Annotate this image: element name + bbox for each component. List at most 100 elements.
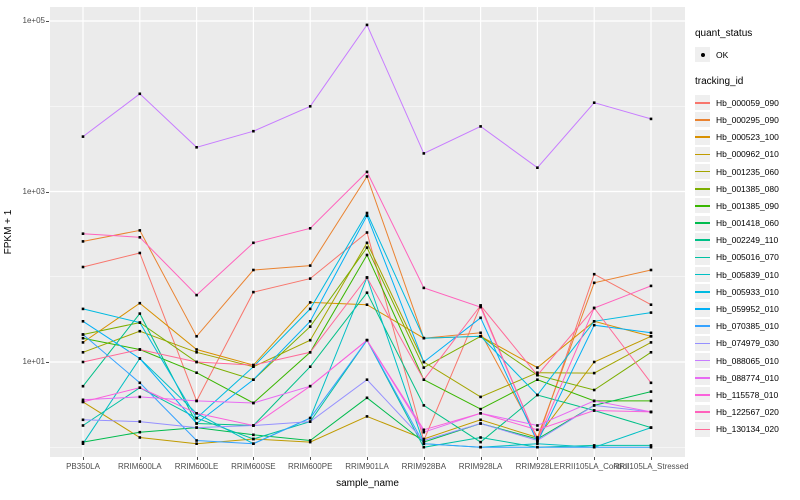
data-point bbox=[365, 175, 369, 178]
data-point bbox=[365, 415, 369, 418]
data-point bbox=[592, 101, 596, 104]
data-point bbox=[195, 416, 198, 420]
data-point bbox=[138, 386, 142, 389]
legend-item-label: Hb_000059_090 bbox=[716, 97, 779, 108]
legend-key-swatch bbox=[695, 301, 710, 317]
data-point bbox=[81, 424, 85, 427]
data-point bbox=[138, 381, 142, 385]
data-point bbox=[365, 231, 369, 234]
legend-key-swatch bbox=[695, 249, 710, 265]
series-color-line-icon bbox=[695, 291, 710, 293]
legend-item-label: Hb_002249_110 bbox=[716, 235, 779, 246]
data-point bbox=[479, 445, 482, 449]
data-point bbox=[592, 409, 596, 412]
data-point bbox=[308, 365, 312, 368]
data-point bbox=[536, 378, 539, 381]
data-point bbox=[649, 331, 653, 335]
data-point bbox=[195, 412, 198, 415]
data-point bbox=[649, 268, 653, 272]
data-point bbox=[308, 264, 312, 267]
legend-title-quant-status: quant_status bbox=[695, 28, 753, 39]
data-point bbox=[365, 276, 369, 279]
legend-key-swatch bbox=[695, 181, 710, 197]
data-point bbox=[195, 335, 198, 338]
y-tick-label: 1e+01 bbox=[22, 357, 45, 366]
data-point bbox=[308, 384, 312, 388]
legend-item-label: Hb_088065_010 bbox=[716, 355, 779, 366]
x-tick-label: RRIM600SE bbox=[231, 462, 276, 471]
data-point bbox=[479, 407, 482, 411]
data-point bbox=[365, 246, 369, 249]
series-color-line-icon bbox=[695, 170, 710, 173]
series-color-line-icon bbox=[695, 342, 710, 345]
data-point bbox=[422, 428, 426, 432]
x-tick-label: RRIM600LA bbox=[118, 462, 162, 471]
data-point bbox=[422, 442, 426, 445]
series-color-line-icon bbox=[695, 136, 710, 138]
data-point bbox=[252, 363, 255, 367]
data-point bbox=[365, 211, 369, 215]
data-point bbox=[308, 277, 312, 280]
data-point bbox=[365, 241, 369, 245]
data-point bbox=[592, 320, 596, 323]
data-point bbox=[592, 445, 596, 449]
data-point bbox=[649, 410, 653, 414]
legend-key-swatch bbox=[695, 267, 710, 283]
legend-item-Hb_122567_020: Hb_122567_020 bbox=[695, 404, 799, 421]
data-point bbox=[649, 351, 653, 354]
data-point bbox=[252, 437, 255, 441]
data-point bbox=[422, 366, 426, 369]
legend-item-label: Hb_074979_030 bbox=[716, 338, 779, 349]
legend-item-Hb_088774_010: Hb_088774_010 bbox=[695, 369, 799, 386]
data-point bbox=[592, 306, 596, 310]
legend-item-Hb_115578_010: Hb_115578_010 bbox=[695, 386, 799, 403]
data-point bbox=[422, 404, 426, 407]
data-point bbox=[138, 312, 142, 315]
data-point bbox=[138, 301, 142, 305]
series-color-line-icon bbox=[695, 394, 710, 396]
legend-key-swatch bbox=[695, 335, 710, 351]
legend-title-tracking-id: tracking_id bbox=[695, 76, 744, 88]
data-point bbox=[81, 333, 85, 336]
legend-key-swatch bbox=[695, 404, 710, 420]
legend-item-Hb_074979_030: Hb_074979_030 bbox=[695, 335, 799, 352]
x-tick-mark bbox=[537, 457, 539, 460]
data-point bbox=[536, 166, 539, 169]
x-tick-mark bbox=[480, 457, 482, 460]
data-point bbox=[422, 360, 426, 364]
data-point bbox=[365, 396, 369, 400]
x-tick-mark bbox=[310, 457, 312, 460]
data-point bbox=[195, 146, 198, 149]
legend-item-Hb_005839_010: Hb_005839_010 bbox=[695, 266, 799, 283]
data-point bbox=[252, 129, 255, 133]
data-point bbox=[195, 293, 198, 297]
data-point bbox=[536, 373, 539, 377]
series-color-line-icon bbox=[695, 205, 710, 207]
data-point bbox=[195, 348, 198, 351]
legend-item-Hb_005016_070: Hb_005016_070 bbox=[695, 249, 799, 266]
series-color-line-icon bbox=[695, 101, 710, 104]
legend-item-Hb_001418_060: Hb_001418_060 bbox=[695, 215, 799, 232]
series-color-line-icon bbox=[695, 222, 710, 224]
legend-item-label: Hb_001385_090 bbox=[716, 200, 779, 211]
y-axis-title: FPKM + 1 bbox=[3, 209, 14, 255]
data-point bbox=[536, 436, 539, 439]
y-tick-mark bbox=[46, 21, 49, 22]
data-point bbox=[252, 433, 255, 437]
data-point bbox=[195, 422, 198, 425]
data-point bbox=[308, 105, 312, 108]
data-point bbox=[365, 170, 369, 174]
series-color-line-icon bbox=[695, 119, 710, 121]
data-point bbox=[479, 412, 482, 415]
legend-item-Hb_059952_010: Hb_059952_010 bbox=[695, 300, 799, 317]
legend-item-Hb_070385_010: Hb_070385_010 bbox=[695, 318, 799, 335]
legend-series-list: Hb_000059_090 Hb_000295_090 Hb_000523_100 H… bbox=[695, 94, 799, 438]
data-point bbox=[308, 440, 312, 444]
data-point bbox=[81, 336, 85, 340]
data-point bbox=[649, 341, 653, 344]
data-point bbox=[592, 360, 596, 364]
data-point bbox=[365, 378, 369, 381]
legend-item-label: Hb_001418_060 bbox=[716, 218, 779, 229]
legend-item-Hb_130134_020: Hb_130134_020 bbox=[695, 421, 799, 438]
legend-item-label: Hb_005016_070 bbox=[716, 252, 779, 263]
